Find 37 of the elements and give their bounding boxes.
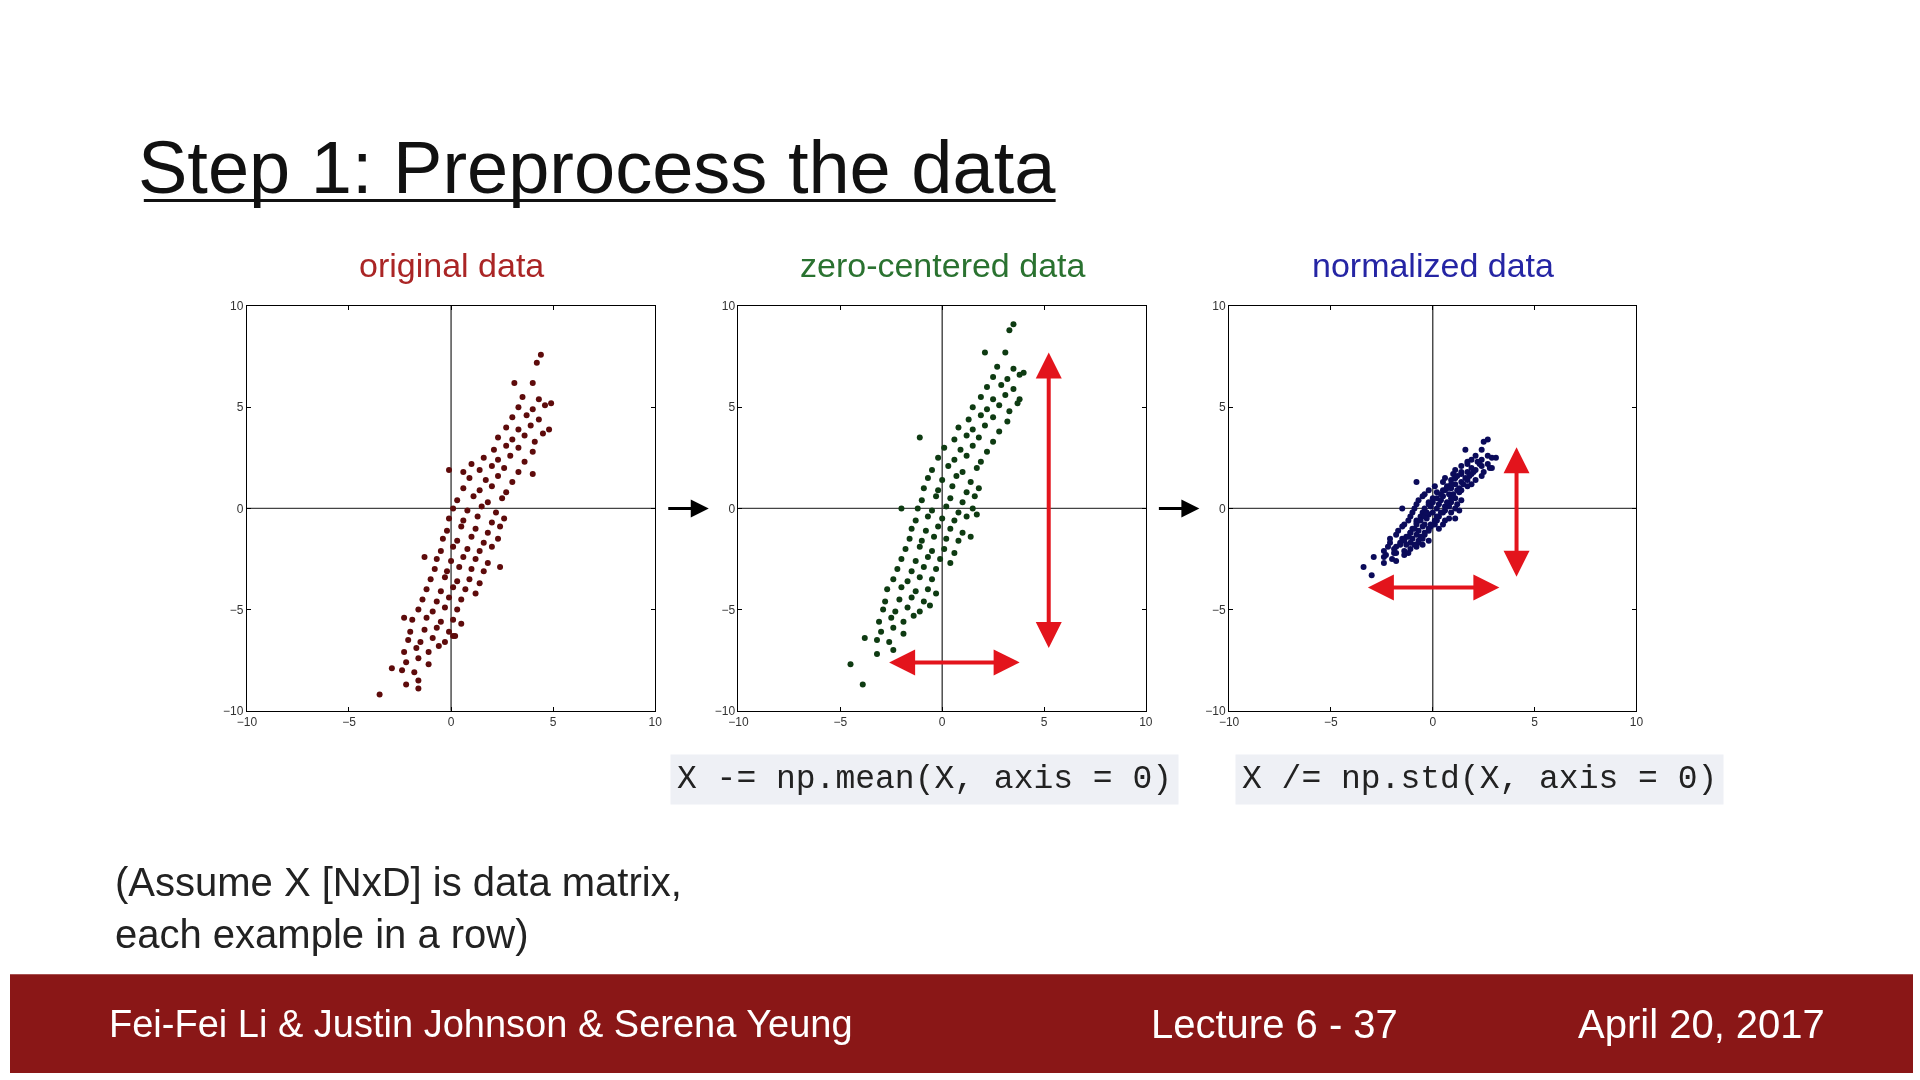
x-tick-label: 5: [1531, 715, 1539, 730]
y-tick-label: 5: [728, 400, 736, 415]
x-tick-label: 5: [549, 715, 557, 730]
y-tick-label: 0: [236, 501, 244, 516]
chart-title: zero-centered data: [800, 246, 1086, 284]
chart-title: original data: [359, 246, 545, 284]
x-tick-label: −5: [1324, 715, 1339, 730]
x-tick-label: −5: [833, 715, 848, 730]
text: Fei-Fei Li & Justin Johnson & Serena Yeung: [109, 1003, 853, 1045]
x-tick-label: 10: [648, 715, 663, 730]
x-tick-label: 10: [1139, 715, 1153, 730]
x-tick-label: 5: [1040, 715, 1048, 730]
y-tick-label: 10: [1212, 299, 1227, 314]
y-tick-label: −10: [223, 703, 244, 718]
y-tick-label: −5: [229, 602, 244, 617]
y-tick-label: −10: [1205, 703, 1227, 718]
x-tick-label: 0: [938, 715, 946, 730]
y-tick-label: −5: [721, 602, 736, 617]
y-tick-label: −10: [714, 703, 736, 718]
y-tick-label: 10: [230, 299, 244, 314]
y-tick-label: 5: [236, 400, 244, 415]
x-tick-label: −5: [342, 715, 357, 730]
y-tick-label: 5: [1219, 400, 1227, 415]
text: Lecture 6 - 37: [1151, 1002, 1398, 1046]
text: Step 1: Preprocess the data: [138, 126, 1057, 209]
chart-title: normalized data: [1312, 246, 1555, 284]
text: X /= np.std(X, axis = 0): [1242, 761, 1718, 798]
text: (Assume X [NxD] is data matrix, each example in a row): [115, 860, 682, 956]
y-tick-label: 10: [721, 299, 736, 314]
x-tick-label: 0: [447, 715, 455, 730]
x-tick-label: 10: [1629, 715, 1644, 730]
y-tick-label: −5: [1212, 602, 1227, 617]
text: April 20, 2017: [1578, 1002, 1825, 1046]
y-tick-label: 0: [728, 501, 736, 516]
y-tick-label: 0: [1219, 501, 1227, 516]
x-tick-label: 0: [1429, 715, 1437, 730]
text: X -= np.mean(X, axis = 0): [677, 761, 1173, 798]
